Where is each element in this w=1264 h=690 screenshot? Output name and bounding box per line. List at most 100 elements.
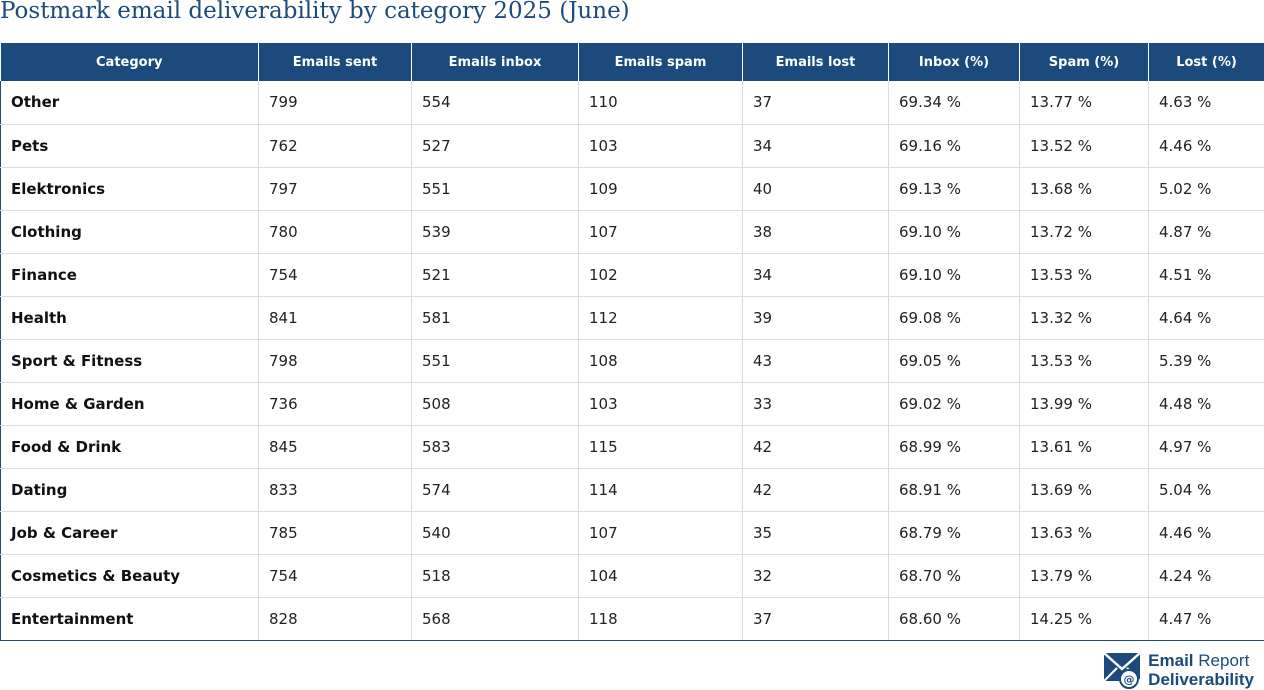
- value-cell: 574: [412, 468, 579, 511]
- value-cell: 508: [412, 382, 579, 425]
- value-cell: 828: [259, 597, 412, 640]
- value-cell: 5.02 %: [1149, 167, 1264, 210]
- value-cell: 118: [579, 597, 743, 640]
- value-cell: 4.64 %: [1149, 296, 1264, 339]
- value-cell: 539: [412, 210, 579, 253]
- column-header: Category: [1, 43, 259, 81]
- value-cell: 13.68 %: [1020, 167, 1149, 210]
- value-cell: 4.46 %: [1149, 511, 1264, 554]
- value-cell: 797: [259, 167, 412, 210]
- page-title: Postmark email deliverability by categor…: [0, 0, 630, 26]
- category-cell: Job & Career: [1, 511, 259, 554]
- category-cell: Sport & Fitness: [1, 339, 259, 382]
- value-cell: 102: [579, 253, 743, 296]
- category-cell: Dating: [1, 468, 259, 511]
- category-cell: Health: [1, 296, 259, 339]
- svg-text:@: @: [1124, 673, 1135, 686]
- category-cell: Elektronics: [1, 167, 259, 210]
- value-cell: 34: [743, 253, 889, 296]
- column-header: Lost (%): [1149, 43, 1264, 81]
- value-cell: 568: [412, 597, 579, 640]
- value-cell: 583: [412, 425, 579, 468]
- value-cell: 43: [743, 339, 889, 382]
- value-cell: 4.87 %: [1149, 210, 1264, 253]
- envelope-at-icon: @: [1103, 650, 1143, 690]
- value-cell: 4.47 %: [1149, 597, 1264, 640]
- value-cell: 69.13 %: [889, 167, 1020, 210]
- value-cell: 13.69 %: [1020, 468, 1149, 511]
- value-cell: 42: [743, 468, 889, 511]
- value-cell: 37: [743, 597, 889, 640]
- logo-word-email: Email: [1148, 651, 1193, 670]
- value-cell: 68.99 %: [889, 425, 1020, 468]
- category-cell: Other: [1, 81, 259, 124]
- value-cell: 551: [412, 167, 579, 210]
- category-cell: Entertainment: [1, 597, 259, 640]
- category-cell: Pets: [1, 124, 259, 167]
- value-cell: 13.53 %: [1020, 339, 1149, 382]
- value-cell: 780: [259, 210, 412, 253]
- value-cell: 841: [259, 296, 412, 339]
- value-cell: 13.99 %: [1020, 382, 1149, 425]
- value-cell: 551: [412, 339, 579, 382]
- value-cell: 108: [579, 339, 743, 382]
- logo[interactable]: @ Email Report Deliverability: [1103, 650, 1254, 690]
- value-cell: 13.61 %: [1020, 425, 1149, 468]
- value-cell: 103: [579, 382, 743, 425]
- value-cell: 13.77 %: [1020, 81, 1149, 124]
- category-cell: Cosmetics & Beauty: [1, 554, 259, 597]
- logo-word-report: Report: [1198, 651, 1249, 670]
- value-cell: 581: [412, 296, 579, 339]
- value-cell: 39: [743, 296, 889, 339]
- value-cell: 110: [579, 81, 743, 124]
- column-header: Emails lost: [743, 43, 889, 81]
- value-cell: 38: [743, 210, 889, 253]
- logo-text: Email Report Deliverability: [1148, 651, 1254, 689]
- value-cell: 518: [412, 554, 579, 597]
- value-cell: 68.79 %: [889, 511, 1020, 554]
- value-cell: 754: [259, 554, 412, 597]
- logo-word-deliverability: Deliverability: [1148, 670, 1254, 689]
- column-header: Spam (%): [1020, 43, 1149, 81]
- value-cell: 5.39 %: [1149, 339, 1264, 382]
- value-cell: 34: [743, 124, 889, 167]
- value-cell: 785: [259, 511, 412, 554]
- value-cell: 37: [743, 81, 889, 124]
- value-cell: 69.16 %: [889, 124, 1020, 167]
- value-cell: 68.60 %: [889, 597, 1020, 640]
- value-cell: 521: [412, 253, 579, 296]
- column-header: Emails inbox: [412, 43, 579, 81]
- value-cell: 4.97 %: [1149, 425, 1264, 468]
- value-cell: 68.91 %: [889, 468, 1020, 511]
- value-cell: 736: [259, 382, 412, 425]
- value-cell: 527: [412, 124, 579, 167]
- value-cell: 112: [579, 296, 743, 339]
- value-cell: 554: [412, 81, 579, 124]
- category-cell: Home & Garden: [1, 382, 259, 425]
- value-cell: 69.02 %: [889, 382, 1020, 425]
- value-cell: 69.08 %: [889, 296, 1020, 339]
- value-cell: 13.52 %: [1020, 124, 1149, 167]
- value-cell: 40: [743, 167, 889, 210]
- value-cell: 35: [743, 511, 889, 554]
- value-cell: 13.32 %: [1020, 296, 1149, 339]
- value-cell: 115: [579, 425, 743, 468]
- value-cell: 13.72 %: [1020, 210, 1149, 253]
- category-cell: Clothing: [1, 210, 259, 253]
- value-cell: 4.48 %: [1149, 382, 1264, 425]
- value-cell: 14.25 %: [1020, 597, 1149, 640]
- value-cell: 107: [579, 210, 743, 253]
- value-cell: 540: [412, 511, 579, 554]
- value-cell: 13.53 %: [1020, 253, 1149, 296]
- value-cell: 114: [579, 468, 743, 511]
- value-cell: 762: [259, 124, 412, 167]
- category-cell: Finance: [1, 253, 259, 296]
- value-cell: 4.24 %: [1149, 554, 1264, 597]
